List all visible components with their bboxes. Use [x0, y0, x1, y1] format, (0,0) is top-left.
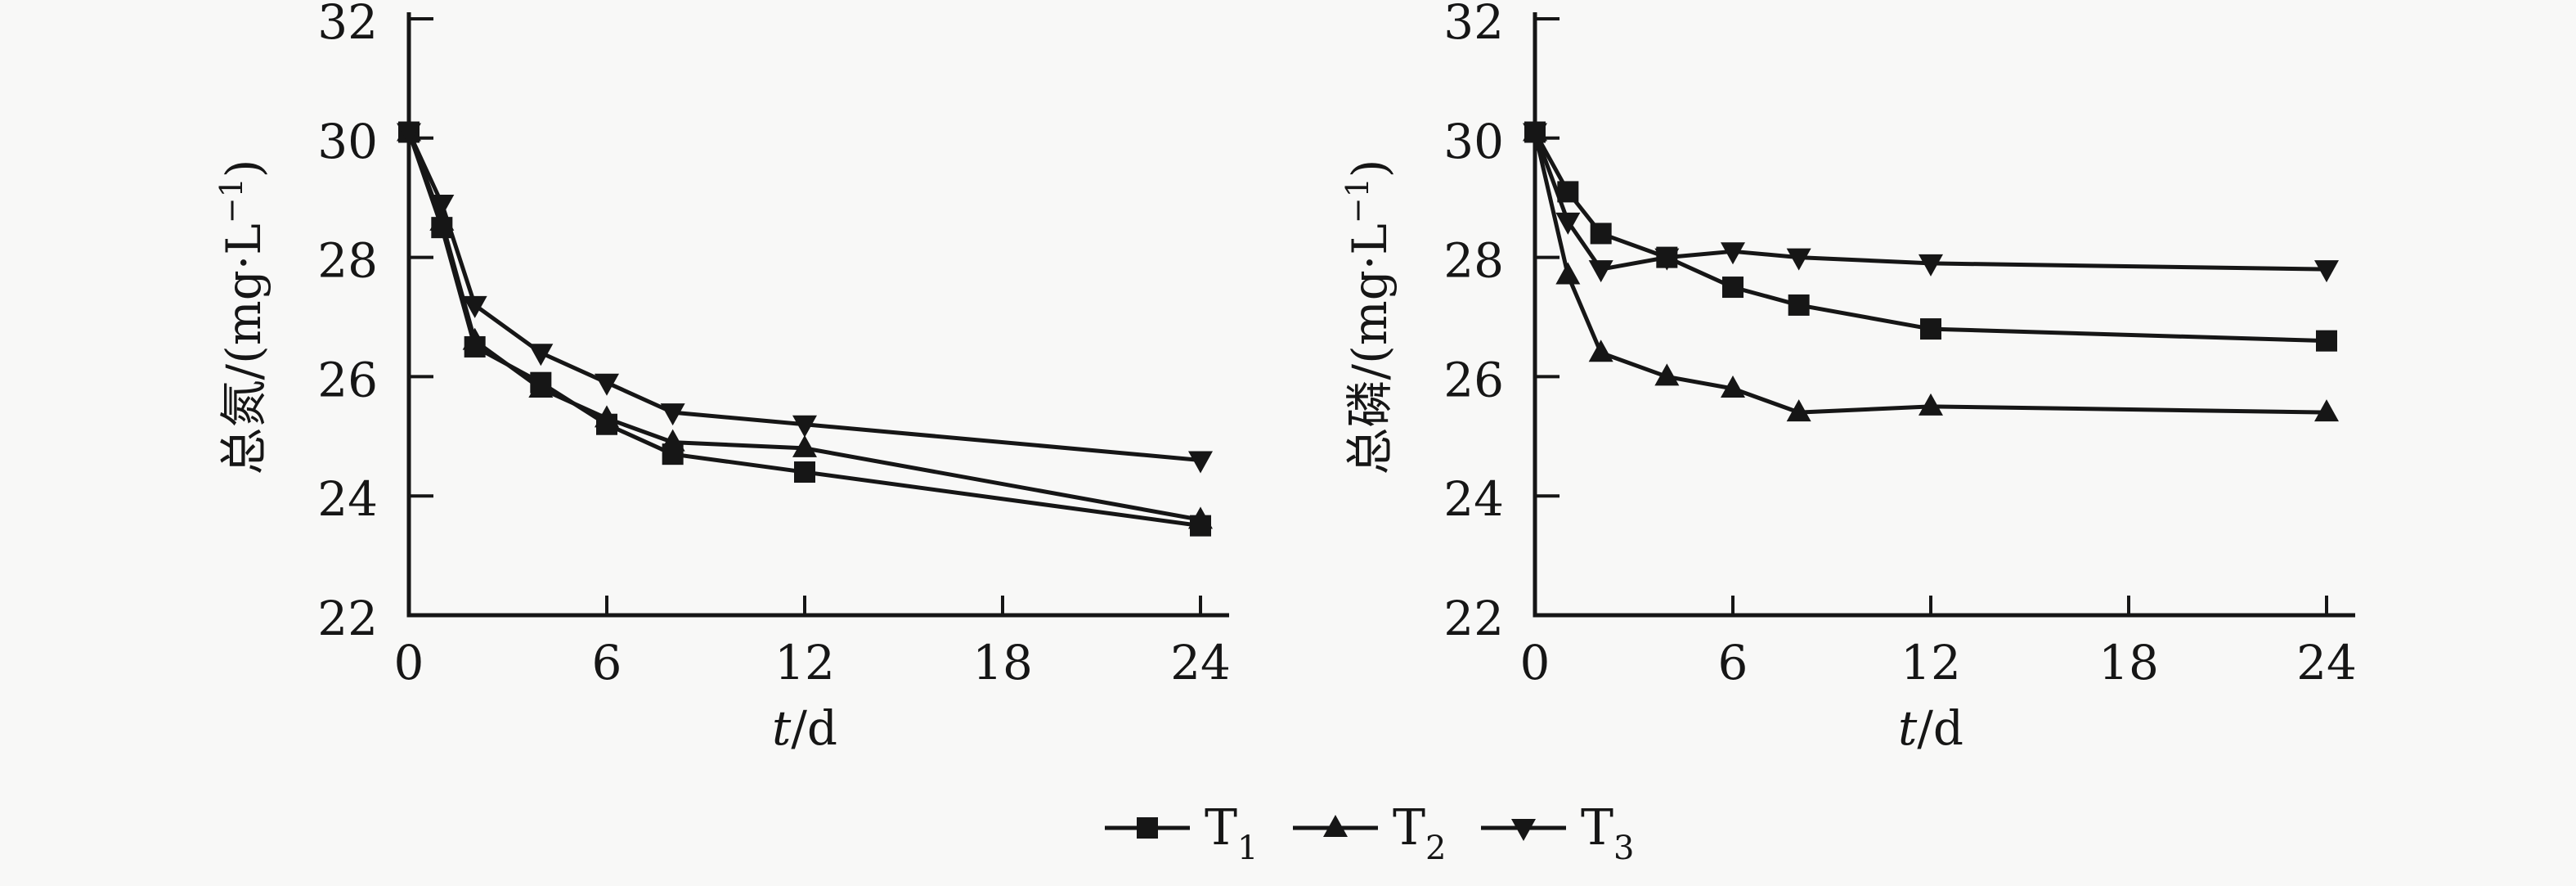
total-phosphorus-y-tick-label: 32: [1443, 0, 1504, 50]
total-nitrogen-y-tick-label: 32: [317, 0, 378, 50]
total-phosphorus-y-tick-label: 24: [1443, 471, 1504, 527]
triangle-down-marker-T3: [1654, 248, 1680, 271]
total-nitrogen-chart: 22 24 26 28 30 32 0 6 12 18 24 t/d 总氮/(mg·L−1): [213, 0, 1231, 756]
triangle-up-marker-T2: [1720, 375, 1745, 398]
total-phosphorus-y-tick-label: 28: [1443, 233, 1504, 289]
triangle-down-marker-T3: [792, 415, 817, 438]
total-nitrogen-series-T3-markers: [397, 123, 1213, 474]
total-phosphorus-series-T3-markers: [1523, 123, 2339, 283]
triangle-up-marker-T2: [792, 434, 817, 457]
triangle-up-marker-T2: [1918, 393, 1943, 416]
total-nitrogen-x-tick-label: 18: [972, 635, 1033, 690]
total-nitrogen-axes-spines: [406, 12, 1229, 618]
total-phosphorus-axes-spines: [1533, 12, 2355, 618]
triangle-down-marker-T3: [397, 123, 421, 146]
legend-label-T1: T1: [1205, 799, 1258, 867]
total-nitrogen-y-axis-label: 总氮/(mg·L−1): [213, 160, 272, 475]
total-phosphorus-x-axis-label: t/d: [1898, 700, 1963, 756]
triangle-up-marker-T2: [1187, 506, 1213, 529]
total-phosphorus-y-tick-label: 30: [1443, 114, 1504, 169]
total-phosphorus-series-T2-markers: [1523, 119, 2339, 422]
triangle-down-marker-T3: [1588, 260, 1613, 283]
triangle-up-marker-T2: [1555, 262, 1581, 285]
total-phosphorus-x-tick-label: 6: [1718, 635, 1748, 690]
total-nitrogen-x-tick-label: 0: [394, 635, 424, 690]
triangle-up-marker-T2: [660, 429, 685, 452]
square-marker-T1: [793, 461, 815, 483]
legend-label-T3: T3: [1581, 799, 1634, 867]
triangle-up-marker-T2: [528, 375, 554, 398]
triangle-up-marker-T2: [1786, 399, 1811, 422]
triangle-down-marker-legend-T3: [1511, 819, 1536, 841]
triangle-up-marker-T2: [1588, 340, 1613, 362]
triangle-down-marker-T3: [1720, 242, 1745, 265]
total-nitrogen-y-tick-label: 22: [317, 591, 378, 646]
total-phosphorus-y-tick-label: 26: [1443, 352, 1504, 407]
legend-item-T1: T1: [1105, 799, 1258, 867]
triangle-down-marker-T3: [1187, 451, 1213, 474]
total-phosphorus-series-T2-line: [1533, 131, 2327, 415]
total-phosphorus-y-axis-label: 总磷/(mg·L−1): [1340, 160, 1398, 475]
triangle-up-marker-T2: [462, 327, 487, 350]
triangle-up-marker-T2: [429, 208, 455, 231]
legend-item-T2: T2: [1293, 799, 1446, 867]
square-marker-legend-T1: [1137, 817, 1158, 839]
triangle-down-marker-T3: [528, 344, 554, 367]
triangle-down-marker-T3: [1523, 123, 1547, 146]
triangle-up-marker-legend-T2: [1323, 815, 1348, 837]
triangle-down-marker-T3: [1918, 254, 1943, 277]
legend-label-T2: T2: [1393, 799, 1446, 867]
square-marker-T1: [1919, 318, 1941, 340]
total-nitrogen-x-tick-label: 12: [774, 635, 835, 690]
total-nitrogen-y-tick-label: 24: [317, 471, 378, 527]
total-phosphorus-x-tick-label: 24: [2296, 635, 2357, 690]
triangle-down-marker-T3: [660, 403, 685, 426]
total-nitrogen-y-tick-label: 26: [317, 352, 378, 407]
total-phosphorus-series-T3-line: [1533, 131, 2327, 272]
triangle-down-marker-T3: [1555, 212, 1581, 235]
total-phosphorus-x-tick-label: 18: [2098, 635, 2159, 690]
legend: T1 T2 T3: [1105, 799, 1634, 867]
total-nitrogen-y-tick-label: 30: [317, 114, 378, 169]
total-nitrogen-x-tick-label: 6: [592, 635, 622, 690]
total-phosphorus-x-tick-label: 0: [1520, 635, 1551, 690]
triangle-down-marker-T3: [594, 373, 619, 396]
triangle-up-marker-T2: [2313, 399, 2339, 422]
triangle-up-marker-T2: [594, 405, 619, 428]
total-nitrogen-x-axis-label: t/d: [772, 700, 837, 756]
square-marker-T1: [2315, 330, 2337, 352]
triangle-down-marker-T3: [429, 194, 455, 217]
total-nitrogen-y-tick-label: 28: [317, 233, 378, 289]
triangle-down-marker-T3: [2313, 260, 2339, 283]
square-marker-T1: [1721, 277, 1744, 299]
triangle-down-marker-T3: [1786, 248, 1811, 271]
legend-item-T3: T3: [1481, 799, 1634, 867]
square-marker-T1: [1557, 181, 1579, 203]
square-marker-T1: [1590, 223, 1612, 245]
triangle-up-marker-T2: [1654, 363, 1680, 386]
total-phosphorus-chart: 22 24 26 28 30 32 0 6 12 18 24 t/d 总磷/(mg·L−1): [1340, 0, 2357, 756]
total-phosphorus-x-tick-label: 12: [1901, 635, 1961, 690]
total-phosphorus-y-tick-label: 22: [1443, 591, 1504, 646]
square-marker-T1: [1788, 294, 1810, 316]
triangle-down-marker-T3: [462, 295, 487, 318]
total-nitrogen-series-T2-line: [406, 131, 1201, 522]
total-nitrogen-x-tick-label: 24: [1170, 635, 1231, 690]
